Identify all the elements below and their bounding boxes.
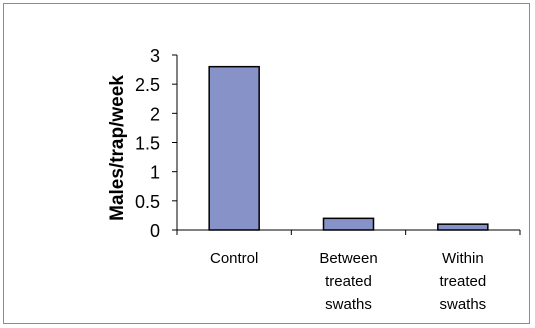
y-tick-label: 1.5: [135, 134, 160, 154]
y-tick-label: 3: [150, 46, 160, 66]
category-label: Within: [442, 250, 484, 267]
y-tick-label: 2.5: [135, 75, 160, 95]
category-label: swaths: [325, 296, 372, 313]
y-tick-label: 1: [150, 163, 160, 183]
category-label: treated: [325, 273, 372, 290]
category-label: swaths: [439, 296, 486, 313]
y-tick-label: 2: [150, 104, 160, 124]
category-label: treated: [439, 273, 486, 290]
y-tick-label: 0: [150, 221, 160, 241]
category-label: Between: [319, 250, 377, 267]
category-label: Control: [210, 250, 258, 267]
bar: [322, 217, 375, 231]
bar: [437, 223, 489, 231]
y-tick-label: 0.5: [135, 192, 160, 212]
category-labels: Control Between treated swaths Within treated…: [210, 250, 486, 313]
chart-frame: [3, 3, 530, 324]
y-axis: 0 0.5 1 1.5 2 2.5 3: [135, 46, 178, 241]
bar: [208, 65, 260, 231]
y-axis-label: Males/trap/week: [107, 75, 128, 221]
bars: [208, 65, 489, 231]
